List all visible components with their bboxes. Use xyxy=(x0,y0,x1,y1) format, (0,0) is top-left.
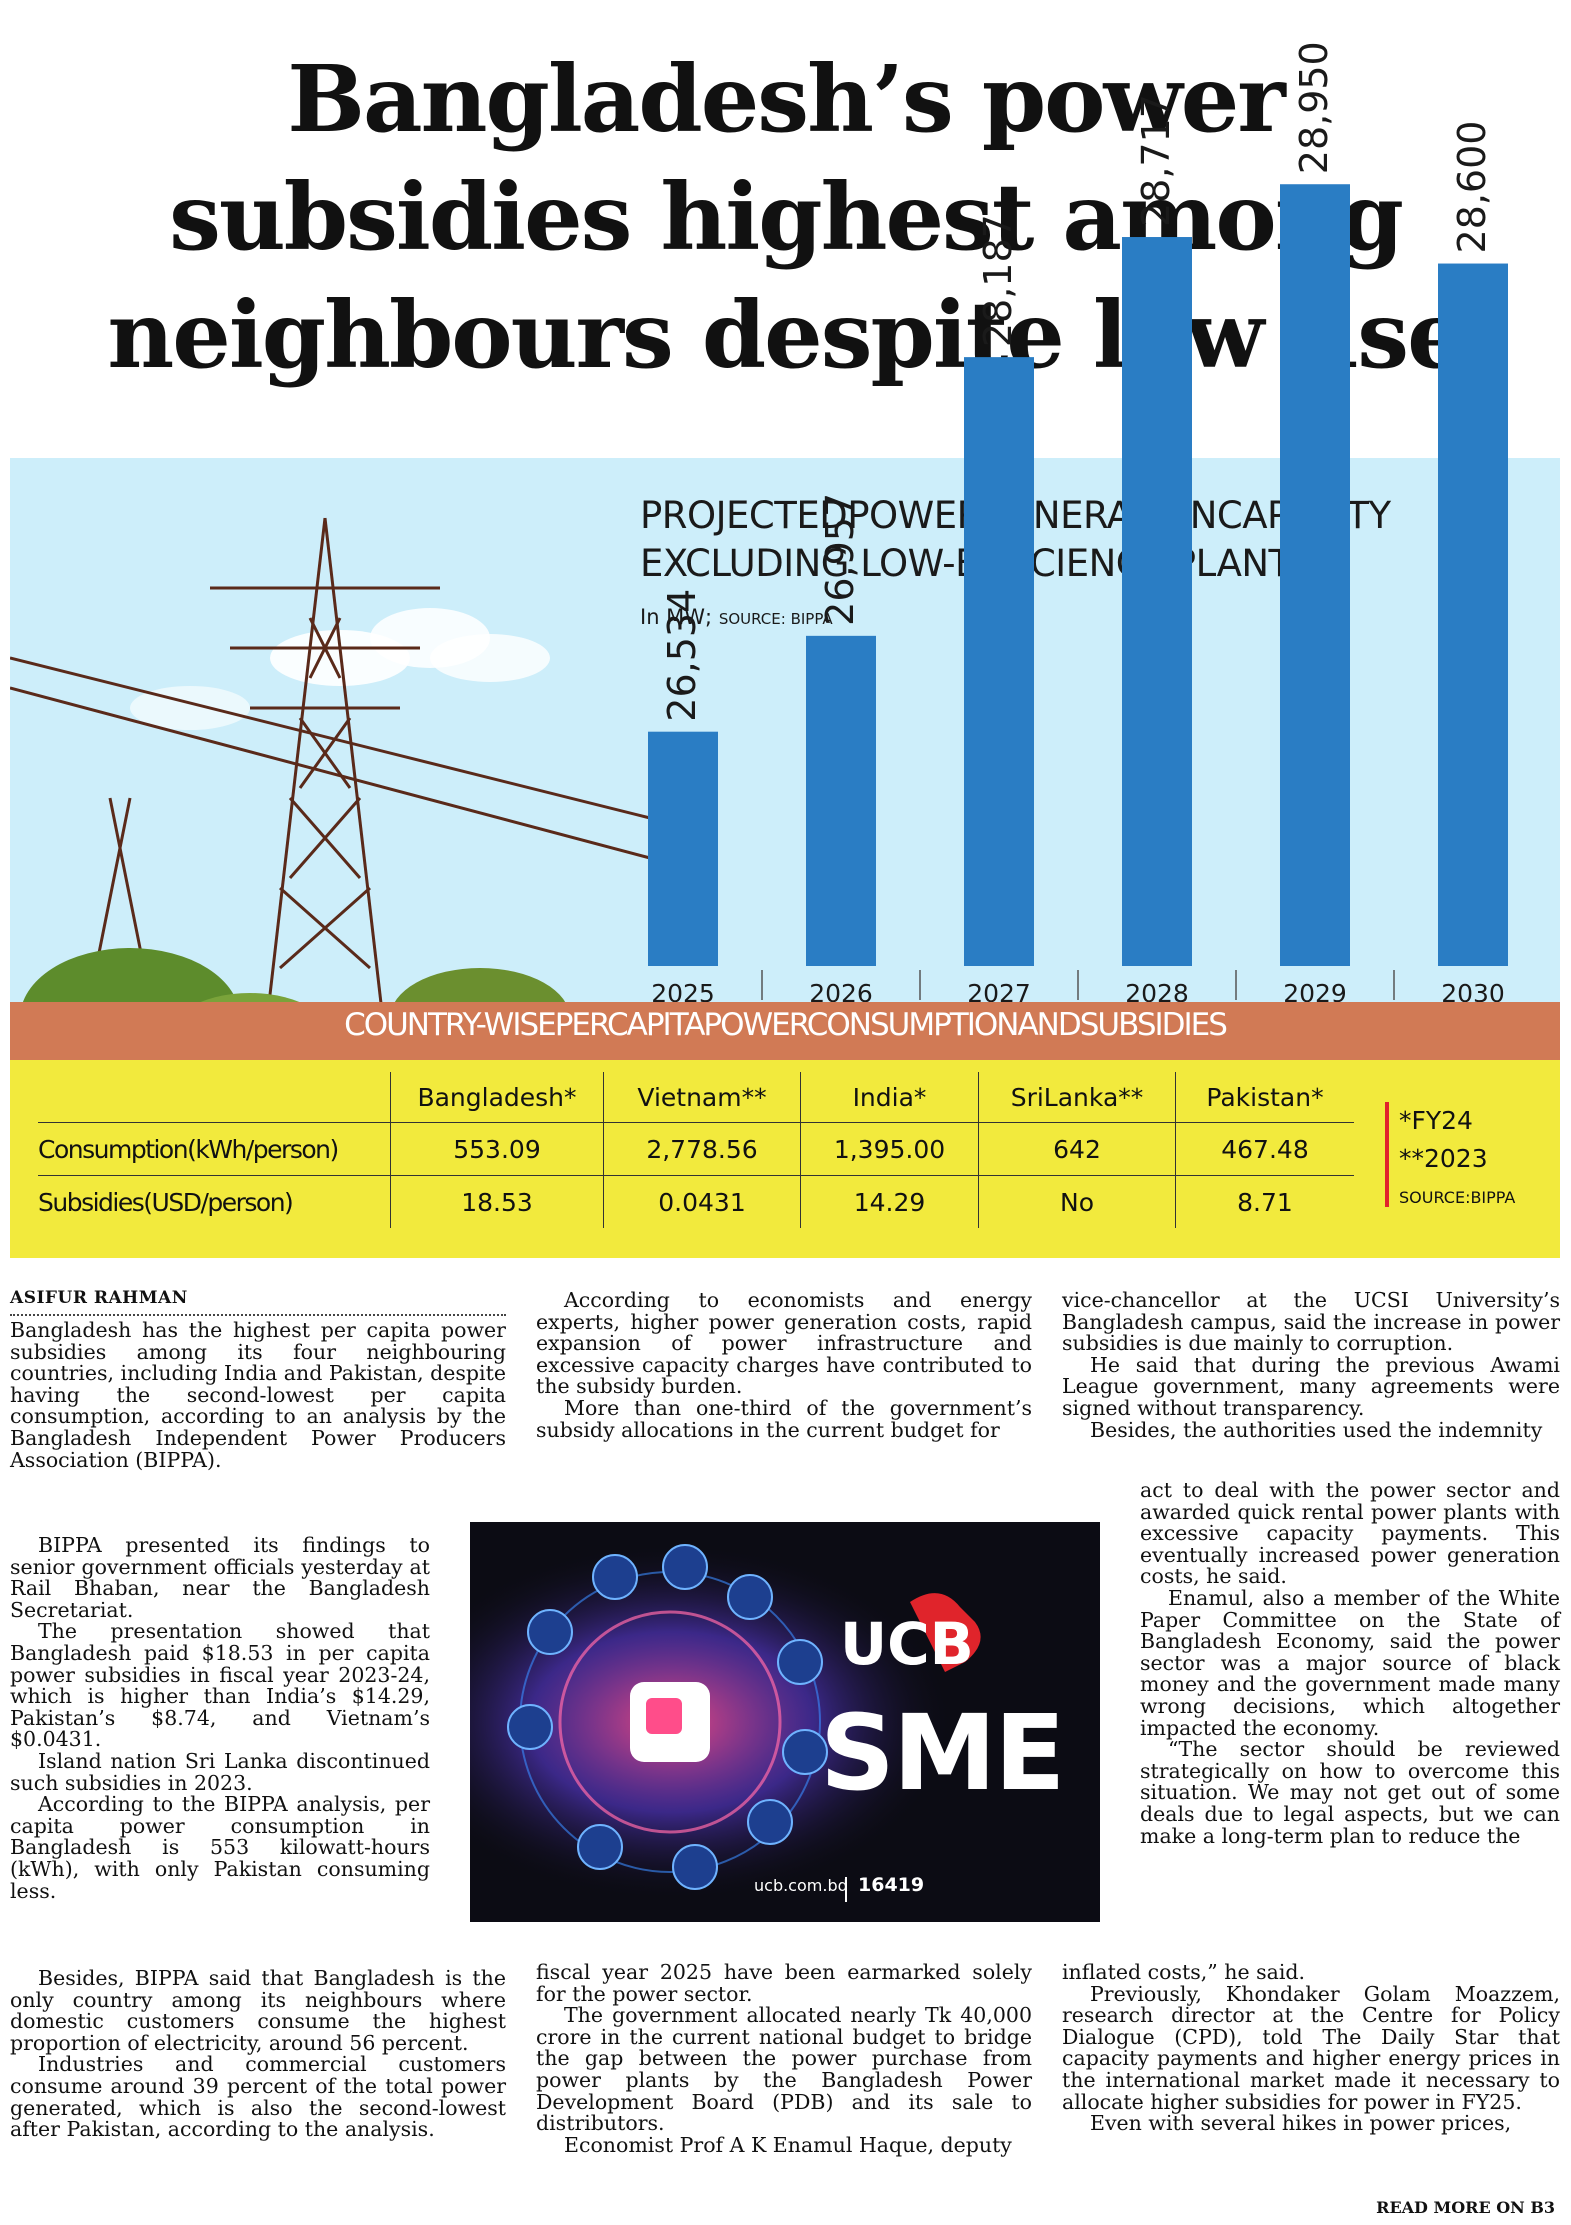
paragraph: Besides, BIPPA said that Bangladesh is t… xyxy=(10,1966,506,2055)
bar-2028 xyxy=(1122,237,1192,966)
headline-line-1: Bangladesh’s power xyxy=(287,45,1285,153)
paragraph: Besides, the authorities used the indemn… xyxy=(1090,1417,1543,1442)
col-header: Bangladesh* xyxy=(390,1072,604,1123)
table-cell: 8.71 xyxy=(1175,1175,1354,1228)
bar-2030 xyxy=(1438,263,1508,966)
paragraph: Bangladesh has the highest per capita po… xyxy=(10,1318,506,1472)
table-notes: *FY24 **2023 SOURCE:BIPPA xyxy=(1385,1102,1515,1207)
table-cell: 467.48 xyxy=(1175,1122,1354,1176)
bar-2029 xyxy=(1280,184,1350,967)
ad-hotline[interactable]: 16419 xyxy=(858,1874,925,1896)
row-label: Subsidies(USD/person) xyxy=(38,1187,294,1217)
paragraph: BIPPA presented its findings to senior g… xyxy=(10,1533,430,1622)
article-column-3-wrap: act to deal with the power sector and aw… xyxy=(1140,1478,1560,1848)
bar-2027 xyxy=(964,357,1034,966)
chart-source: SOURCE: BIPPA xyxy=(718,610,833,628)
paragraph: vice-chancellor at the UCSI University’s… xyxy=(1062,1288,1560,1356)
paragraph: Even with several hikes in power prices, xyxy=(1090,2111,1512,2136)
table-source: SOURCE:BIPPA xyxy=(1399,1188,1516,1207)
headline-line-2: subsidies highest among xyxy=(169,163,1404,271)
table-title: COUNTRY-WISEPERCAPITAPOWERCONSUMPTIONAND… xyxy=(344,1007,1228,1043)
table-row: Subsidies(USD/person) 18.53 0.0431 14.29… xyxy=(38,1175,1354,1228)
paragraph: The presentation showed that Bangladesh … xyxy=(10,1619,430,1752)
paragraph: fiscal year 2025 have been earmarked sol… xyxy=(536,1960,1032,2006)
ad-graphic xyxy=(470,1522,1100,1922)
article-column-2-bottom: fiscal year 2025 have been earmarked sol… xyxy=(536,1960,1032,2157)
bar-value-label: 28,187 xyxy=(976,214,1020,347)
bar-chart: 26,534202526,957202628,187202728,7172028… xyxy=(648,41,1508,1008)
table-cell: 2,778.56 xyxy=(603,1122,801,1176)
paragraph: The government allocated nearly Tk 40,00… xyxy=(536,2003,1032,2136)
ad-brand: UCB xyxy=(840,1610,974,1678)
article-column-1-bottom: Besides, BIPPA said that Bangladesh is t… xyxy=(10,1966,506,2142)
ad-website[interactable]: ucb.com.bd xyxy=(754,1876,848,1895)
table-cell: 642 xyxy=(978,1122,1176,1176)
table-cell: 0.0431 xyxy=(603,1175,801,1228)
table-cell: 18.53 xyxy=(390,1175,604,1228)
headline-line-3: neighbours despite low use xyxy=(107,281,1465,389)
ucb-sme-advertisement[interactable]: UCB SME ucb.com.bd 16419 xyxy=(470,1522,1100,1922)
paragraph: Industries and commercial customers cons… xyxy=(10,2052,506,2142)
col-header: Vietnam** xyxy=(603,1072,801,1123)
article-column-3-bottom: inflated costs,” he said. Previously, Kh… xyxy=(1062,1960,1560,2136)
table-cell: 1,395.00 xyxy=(800,1122,979,1176)
read-more-link[interactable]: READ MORE ON B3 xyxy=(1376,2198,1555,2217)
article-column-3-top: vice-chancellor at the UCSI University’s… xyxy=(1062,1288,1560,1442)
paragraph: Economist Prof A K Enamul Haque, deputy xyxy=(564,2132,1012,2157)
note-fy24: *FY24 xyxy=(1399,1106,1473,1135)
col-header: SriLanka** xyxy=(978,1072,1176,1123)
note-2023: **2023 xyxy=(1399,1144,1488,1173)
paragraph: According to economists and energy exper… xyxy=(536,1288,1032,1399)
paragraph: inflated costs,” he said. xyxy=(1062,1960,1306,1984)
consumption-subsidy-table: Bangladesh* Vietnam** India* SriLanka** … xyxy=(38,1072,1354,1228)
table-corner xyxy=(38,1072,391,1123)
paragraph: Enamul, also a member of the White Paper… xyxy=(1140,1585,1560,1740)
headline: Bangladesh’s power subsidies highest amo… xyxy=(0,40,1571,394)
col-header: Pakistan* xyxy=(1175,1072,1354,1123)
paragraph: He said that during the previous Awami L… xyxy=(1062,1352,1560,1420)
paragraph: act to deal with the power sector and aw… xyxy=(1140,1478,1560,1589)
bar-2025 xyxy=(648,731,718,966)
chart-unit: In MW; xyxy=(640,605,713,629)
table-row: Consumption(kWh/person) 553.09 2,778.56 … xyxy=(38,1122,1354,1176)
bar-2026 xyxy=(806,635,876,966)
bar-value-label: 28,717 xyxy=(1134,94,1178,227)
paragraph: More than one-third of the government’s … xyxy=(536,1395,1032,1442)
bar-value-label: 26,957 xyxy=(818,493,862,626)
article-column-1-wrap: BIPPA presented its findings to senior g… xyxy=(10,1533,430,1903)
chart-subtitle: In MW; SOURCE: BIPPA xyxy=(640,605,833,629)
row-label: Consumption(kWh/person) xyxy=(38,1122,391,1176)
ad-product: SME xyxy=(820,1692,1065,1814)
paragraph: Island nation Sri Lanka discontinued suc… xyxy=(10,1748,430,1795)
paragraph: “The sector should be reviewed strategic… xyxy=(1140,1737,1560,1848)
article-column-1: Bangladesh has the highest per capita po… xyxy=(10,1318,506,1472)
bar-value-label: 28,600 xyxy=(1450,121,1494,254)
col-header: India* xyxy=(800,1072,979,1123)
paragraph: According to the BIPPA analysis, per cap… xyxy=(10,1792,430,1903)
bar-value-label: 26,534 xyxy=(660,589,704,722)
table-cell: No xyxy=(978,1175,1176,1228)
bar-value-label: 28,950 xyxy=(1292,41,1336,174)
paragraph: Previously, Khondaker Golam Moazzem, res… xyxy=(1062,1981,1560,2114)
table-title-band xyxy=(10,1002,1560,1060)
table-cell: 553.09 xyxy=(390,1122,604,1176)
byline: ASIFUR RAHMAN xyxy=(10,1288,506,1316)
article-column-2-top: According to economists and energy exper… xyxy=(536,1288,1032,1442)
table-cell: 14.29 xyxy=(800,1175,979,1228)
